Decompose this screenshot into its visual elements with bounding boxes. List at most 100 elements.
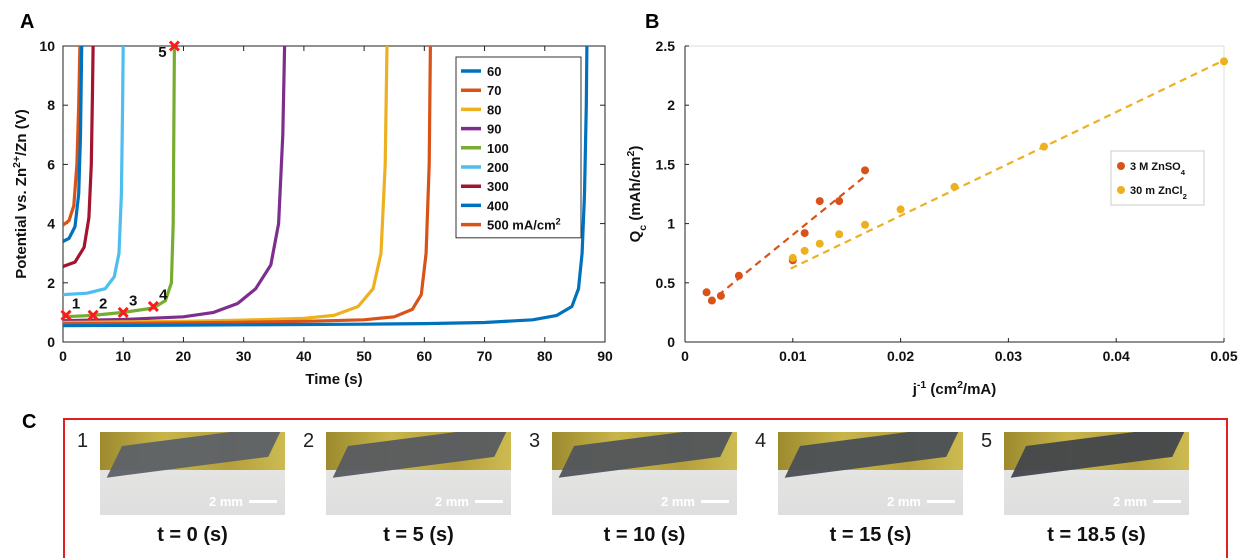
y-tick-label-a: 4 [47,216,55,232]
electrode-photo: 2 mm [1004,432,1189,515]
data-point-1 [950,182,959,191]
x-tick-label-b: 0.04 [1103,348,1130,364]
electrode-photo: 2 mm [778,432,963,515]
legend-label-400: 400 [487,198,509,213]
chart-b: 0 0.01 0.02 0.03 0.04 0.05 0 0.5 1 1.5 2 2.5 j-1 (cm… [625,38,1238,398]
time-label: t = 5 (s) [383,524,454,546]
legend-label-200: 200 [487,160,509,175]
y-tick-label-a: 0 [47,334,55,350]
legend-label-500: 500 mA/cm2 [487,217,561,233]
series-line-500 [63,46,82,227]
y-tick-label-b: 2.5 [656,38,676,54]
x-tick-label-a: 70 [477,348,493,364]
x-tick-label-a: 90 [597,348,613,364]
series-line-400 [63,46,84,243]
data-point-1 [861,220,870,229]
data-point-1 [896,205,905,214]
legend-b [1110,150,1205,206]
y-tick-label-b: 0 [667,334,675,350]
time-label: t = 18.5 (s) [1047,524,1146,546]
x-axis-label-b: j-1 (cm2/mA) [912,379,997,398]
chart-a: 0 10 20 30 40 50 60 70 80 90 0 2 4 6 8 10 Time (s) Potent… [11,38,613,388]
x-tick-label-b: 0.01 [779,348,806,364]
legend-label-60: 60 [487,64,501,79]
x-axis-label-a: Time (s) [305,371,362,388]
y-tick-label-a: 6 [47,156,55,172]
series-line-90 [63,46,287,323]
scale-bar [1153,500,1181,503]
y-tick-label-b: 2 [667,97,675,113]
marker-cross-1 [60,309,72,321]
photo-panel-2: 2 2 mm t = 5 (s) [291,420,511,560]
marker-label-3: 3 [129,292,137,309]
legend-label-90: 90 [487,122,501,137]
time-label: t = 10 (s) [603,524,686,546]
scale-bar [249,500,277,503]
x-tick-label-b: 0.02 [887,348,914,364]
marker-label-5: 5 [158,44,166,61]
marker-4: 4 [147,286,168,313]
legend-label-80: 80 [487,102,501,117]
series-line-100 [63,46,176,319]
marker-label-1: 1 [72,295,80,312]
photo-panel-3: 3 2 mm t = 10 (s) [517,420,737,560]
x-tick-label-a: 50 [356,348,372,364]
marker-label-4: 4 [159,286,168,303]
legend-label-b-1: 30 m ZnCl2 [1130,185,1187,201]
x-tick-label-b: 0.03 [995,348,1022,364]
x-tick-label-a: 10 [115,348,131,364]
scale-bar-label: 2 mm [209,494,243,509]
data-point-0 [835,197,844,206]
scale-bar-label: 2 mm [887,494,921,509]
y-tick-label-b: 0.5 [656,275,676,291]
data-point-1 [1039,142,1048,151]
marker-cross-4 [147,300,159,313]
electrode-photo: 2 mm [100,432,285,515]
photo-panel-5: 5 2 mm t = 18.5 (s) [969,420,1189,560]
x-tick-label-a: 80 [537,348,553,364]
y-axis-label-a: Potential vs. Zn2+/Zn (V) [11,109,30,279]
legend-label-70: 70 [487,83,501,98]
marker-cross-3 [117,306,129,318]
legend-label-100: 100 [487,141,509,156]
photo-number: 5 [981,430,993,452]
scale-bar [701,500,729,503]
y-tick-label-a: 2 [47,275,55,291]
fit-line-1 [790,59,1225,270]
marker-cross-5 [168,40,180,52]
data-point-0 [800,229,809,238]
electrode-photo: 2 mm [326,432,511,515]
y-axis-label-b: Qc (mAh/cm2) [625,146,649,243]
data-point-0 [716,291,725,300]
marker-1: 1 [60,295,80,321]
panel-label-a: A [20,11,34,33]
data-point-0 [734,271,743,280]
marker-2: 2 [87,295,107,321]
x-tick-label-b: 0.05 [1210,348,1237,364]
photo-panel-1: 1 2 mm t = 0 (s) [65,420,285,560]
data-point-0 [707,296,716,305]
legend-marker-b-0 [1117,162,1125,170]
scale-bar [475,500,503,503]
x-tick-label-b: 0 [681,348,689,364]
plot-area-a [62,45,606,343]
data-point-0 [815,197,824,206]
electrode-photo: 2 mm [552,432,737,515]
photo-number: 1 [77,430,89,452]
data-point-1 [815,239,824,248]
time-label: t = 15 (s) [829,524,912,546]
x-tick-label-a: 30 [236,348,252,364]
scale-bar-label: 2 mm [1113,494,1147,509]
panel-label-b: B [645,11,659,33]
scale-bar-label: 2 mm [435,494,469,509]
y-tick-label-b: 1.5 [656,156,676,172]
x-tick-label-a: 20 [176,348,192,364]
legend-label-b-0: 3 M ZnSO4 [1130,161,1186,177]
data-point-0 [702,288,711,297]
panel-c-photo-frame: 1 2 mm t = 0 (s) 2 2 mm t = 5 (s) 3 2 mm t = 10 … [63,418,1228,558]
series-line-200 [63,46,125,297]
data-point-1 [1220,57,1228,66]
marker-label-2: 2 [99,295,107,312]
photo-number: 2 [303,430,315,452]
